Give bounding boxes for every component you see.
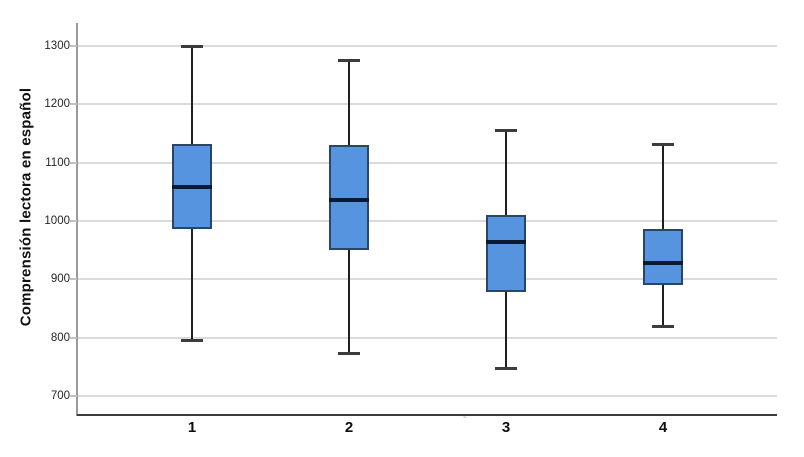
whisker-cap-bottom xyxy=(495,366,517,370)
whisker-cap-top xyxy=(181,44,203,48)
gridline xyxy=(78,336,777,339)
y-tick-label: 1200 xyxy=(44,98,70,111)
median-line xyxy=(172,184,212,189)
y-axis-title: Comprensión lectora en español xyxy=(17,87,35,327)
whisker-cap-bottom xyxy=(181,339,203,343)
gridline xyxy=(78,220,777,222)
whisker-cap-top xyxy=(338,58,360,62)
y-tick-mark xyxy=(70,103,77,106)
x-category-label: 2 xyxy=(344,419,354,436)
y-tick-mark xyxy=(70,395,77,397)
gridline xyxy=(78,45,777,47)
box xyxy=(329,145,369,251)
whisker-cap-top xyxy=(652,142,674,146)
x-axis-line xyxy=(77,414,777,416)
box xyxy=(643,229,683,286)
gridline xyxy=(78,395,777,397)
x-category-label: 3 xyxy=(501,419,511,436)
y-tick-label: 1000 xyxy=(44,215,70,227)
y-tick-label: 800 xyxy=(50,331,70,344)
whisker-cap-bottom xyxy=(338,351,360,355)
median-line xyxy=(329,198,369,202)
y-tick-label: 900 xyxy=(50,273,70,286)
y-tick-label: 1300 xyxy=(44,40,70,52)
gridline xyxy=(78,278,777,281)
whisker-cap-bottom xyxy=(652,324,674,328)
y-axis-line xyxy=(76,23,78,416)
y-tick-mark xyxy=(70,278,77,281)
median-line xyxy=(643,261,683,265)
box xyxy=(486,215,526,292)
x-category-label: 4 xyxy=(658,419,668,436)
y-tick-label: 1100 xyxy=(45,156,70,169)
y-tick-mark xyxy=(70,336,77,339)
x-category-label: 1 xyxy=(187,419,197,436)
gridline xyxy=(78,103,777,106)
y-tick-mark xyxy=(70,45,77,47)
whisker-cap-top xyxy=(495,128,517,132)
y-tick-label: 700 xyxy=(50,390,70,402)
y-tick-mark xyxy=(70,161,77,164)
gridline xyxy=(78,161,777,164)
y-tick-mark xyxy=(70,220,77,222)
median-line xyxy=(486,240,526,244)
